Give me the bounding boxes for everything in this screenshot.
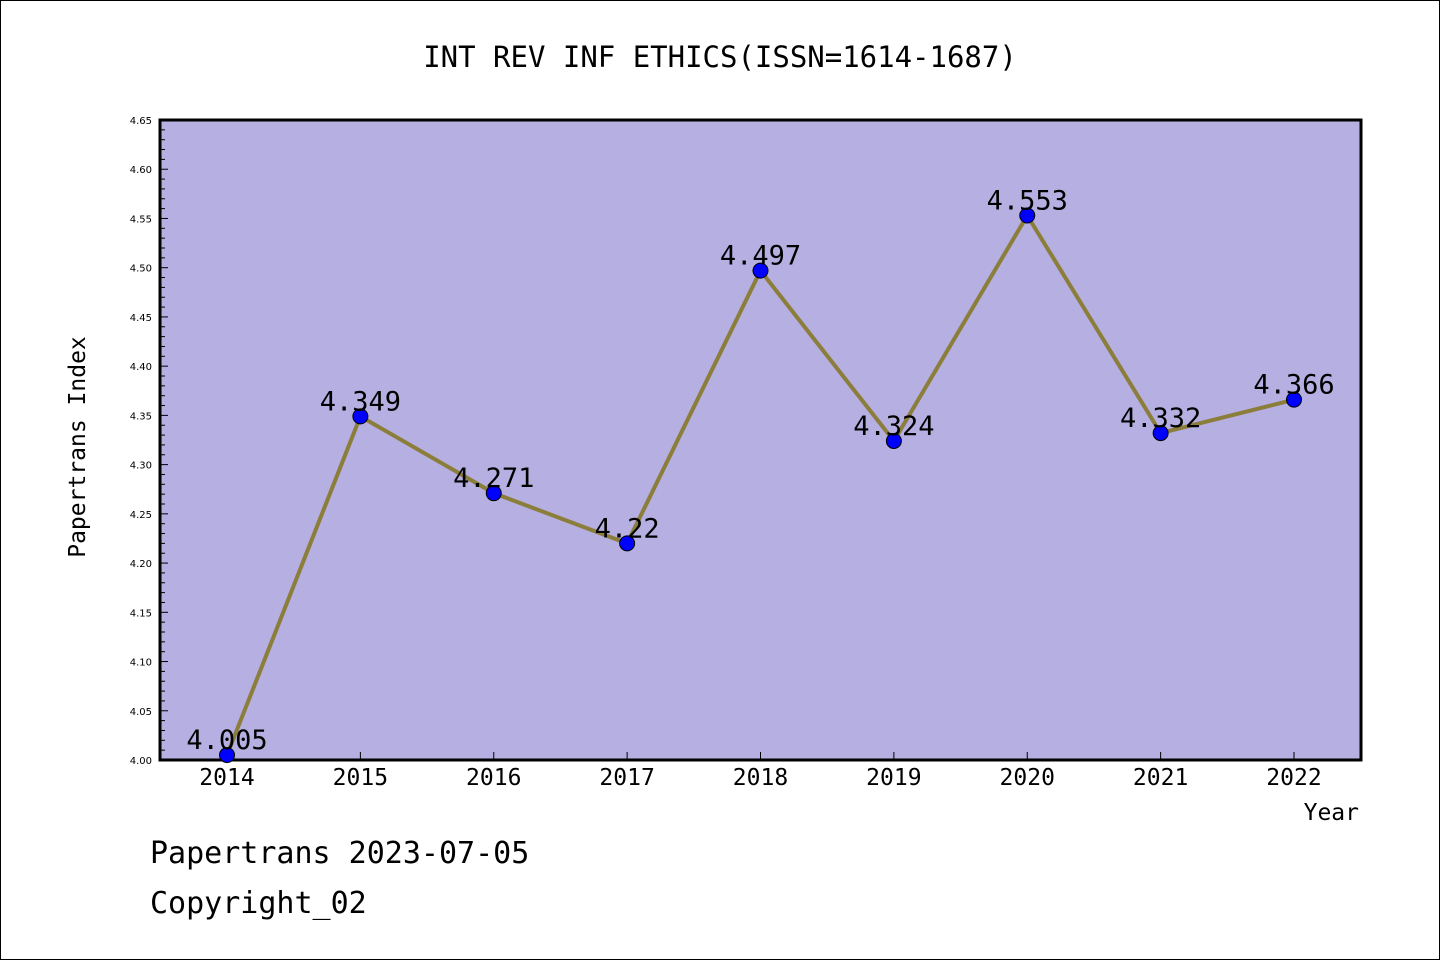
x-tick-label: 2020 (1000, 765, 1055, 791)
y-tick-label: 4.20 (130, 559, 152, 570)
data-point (1152, 425, 1169, 442)
y-tick-label: 4.30 (130, 461, 152, 472)
y-tick-label: 4.15 (130, 608, 152, 619)
x-axis-tick-labels: 2014 2015 2016 2017 2018 2019 2020 2021 2022 (199, 765, 1321, 791)
y-tick-label: 4.05 (130, 707, 152, 718)
y-tick-label: 4.65 (130, 116, 152, 127)
data-point (1286, 391, 1302, 408)
data-label: 4.349 (320, 386, 401, 417)
y-tick-label: 4.45 (130, 313, 152, 324)
data-point (352, 408, 369, 425)
x-tick-label: 2014 (199, 765, 254, 791)
data-label: 4.553 (987, 186, 1068, 217)
data-point (885, 432, 902, 449)
x-tick-label: 2017 (599, 765, 654, 791)
y-axis-label: Papertrans Index (65, 336, 91, 558)
footer-copyright-text: Copyright_02 (150, 886, 367, 921)
y-tick-label: 4.10 (130, 658, 152, 669)
data-label: 4.271 (453, 463, 534, 494)
y-tick-label: 4.40 (130, 362, 152, 373)
y-tick-label: 4.60 (130, 165, 152, 176)
data-label: 4.366 (1253, 370, 1334, 401)
x-tick-label: 2021 (1133, 765, 1188, 791)
x-axis-label: Year (1304, 800, 1359, 826)
data-point (485, 485, 502, 502)
y-tick-label: 4.00 (130, 756, 152, 767)
y-tick-label: 4.55 (130, 214, 152, 225)
series-markers (219, 207, 1302, 764)
x-tick-label: 2022 (1266, 765, 1321, 791)
data-label: 4.22 (595, 513, 660, 544)
x-tick-label: 2019 (866, 765, 921, 791)
footer-date-text: Papertrans 2023-07-05 (150, 836, 530, 871)
data-label: 4.005 (186, 725, 267, 756)
y-tick-label: 4.35 (130, 411, 152, 422)
data-label: 4.332 (1120, 403, 1201, 434)
y-tick-label: 4.50 (130, 264, 152, 275)
y-axis-ticks (160, 119, 168, 761)
data-label: 4.497 (720, 241, 801, 272)
data-point (219, 747, 235, 764)
x-tick-label: 2015 (333, 765, 388, 791)
y-axis-tick-labels: 4.00 4.05 4.10 4.15 4.20 4.25 4.30 4.35 4.40 4.45… (130, 116, 152, 767)
data-point (1019, 207, 1036, 224)
chart-title: INT REV INF ETHICS(ISSN=1614-1687) (423, 40, 1017, 74)
data-point (619, 535, 636, 552)
y-tick-label: 4.25 (130, 510, 152, 521)
x-tick-label: 2018 (733, 765, 788, 791)
plot-area (158, 118, 1363, 762)
data-label: 4.324 (853, 411, 934, 442)
x-tick-label: 2016 (466, 765, 521, 791)
data-labels: 4.005 4.349 4.271 4.22 4.497 4.324 4.553 4.332 4… (186, 186, 1334, 757)
data-point (752, 262, 769, 279)
